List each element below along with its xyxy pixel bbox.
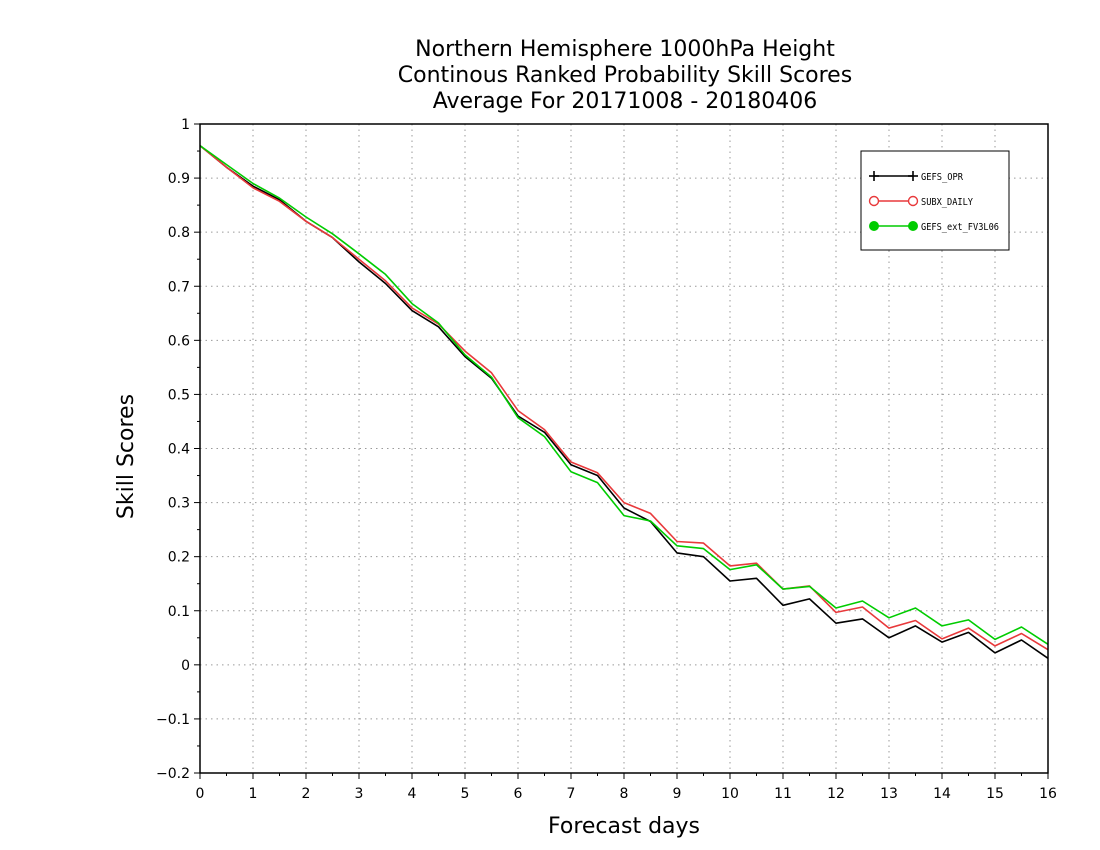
legend: GEFS_OPR SUBX_DAILY GEFS_ext_FV3L06	[860, 150, 1010, 251]
x-axis-label: Forecast days	[548, 814, 700, 839]
x-tick-label: 13	[880, 786, 898, 802]
legend-label: GEFS_ext_FV3L06	[921, 222, 999, 233]
y-tick-label: 0.9	[168, 171, 190, 187]
grid	[200, 124, 1048, 773]
legend-marker	[868, 195, 880, 207]
chart-title-line-1: Northern Hemisphere 1000hPa Height	[415, 37, 835, 62]
y-tick-label: 0.5	[168, 387, 190, 403]
legend-marker	[907, 195, 919, 207]
x-tick-label: 10	[721, 786, 739, 802]
x-tick-label: 2	[302, 786, 311, 802]
x-tick-label: 0	[196, 786, 205, 802]
x-tick-label: 16	[1039, 786, 1057, 802]
x-tick-label: 7	[567, 786, 576, 802]
axis-ticks: 0 1 2 3 4 5 6 7 8 9 10 11 12 13 14 15 16−0.2−0.100.10.20…	[156, 117, 1057, 802]
legend-label: SUBX_DAILY	[921, 197, 973, 208]
legend-label: GEFS_OPR	[921, 172, 964, 183]
x-tick-label: 8	[620, 786, 629, 802]
y-tick-label: −0.1	[156, 712, 190, 728]
x-tick-label: 9	[673, 786, 682, 802]
x-tick-label: 14	[933, 786, 951, 802]
x-tick-label: 4	[408, 786, 417, 802]
y-tick-label: 1	[181, 117, 190, 133]
x-tick-label: 3	[355, 786, 364, 802]
y-tick-label: 0	[181, 658, 190, 674]
legend-marker	[908, 221, 918, 231]
y-tick-label: 0.2	[168, 550, 190, 566]
y-tick-label: 0.7	[168, 279, 190, 295]
x-tick-label: 6	[514, 786, 523, 802]
y-tick-label: 0.1	[168, 604, 190, 620]
legend-marker	[869, 221, 879, 231]
y-tick-label: 0.3	[168, 496, 190, 512]
chart-title-line-2: Continous Ranked Probability Skill Score…	[397, 63, 853, 88]
series-line-gefs-ext-fv3l06	[199, 144, 1049, 645]
series-line-subx-daily	[199, 144, 1049, 651]
x-tick-label: 12	[827, 786, 845, 802]
x-tick-label: 5	[461, 786, 470, 802]
x-tick-label: 15	[986, 786, 1004, 802]
x-tick-label: 11	[774, 786, 792, 802]
series-lines	[199, 144, 1049, 659]
y-axis-label: Skill Scores	[114, 394, 139, 519]
y-tick-label: 0.6	[168, 333, 190, 349]
y-tick-label: 0.8	[168, 225, 190, 241]
chart-title-line-3: Average For 20171008 - 20180406	[432, 89, 818, 114]
x-tick-label: 1	[249, 786, 258, 802]
y-tick-label: 0.4	[168, 442, 190, 458]
y-tick-label: −0.2	[156, 766, 190, 782]
